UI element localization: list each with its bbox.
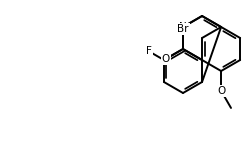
Text: F: F — [146, 46, 152, 56]
Text: N: N — [179, 22, 187, 32]
Text: O: O — [162, 54, 170, 64]
Text: Br: Br — [177, 24, 189, 34]
Text: O: O — [217, 86, 225, 96]
